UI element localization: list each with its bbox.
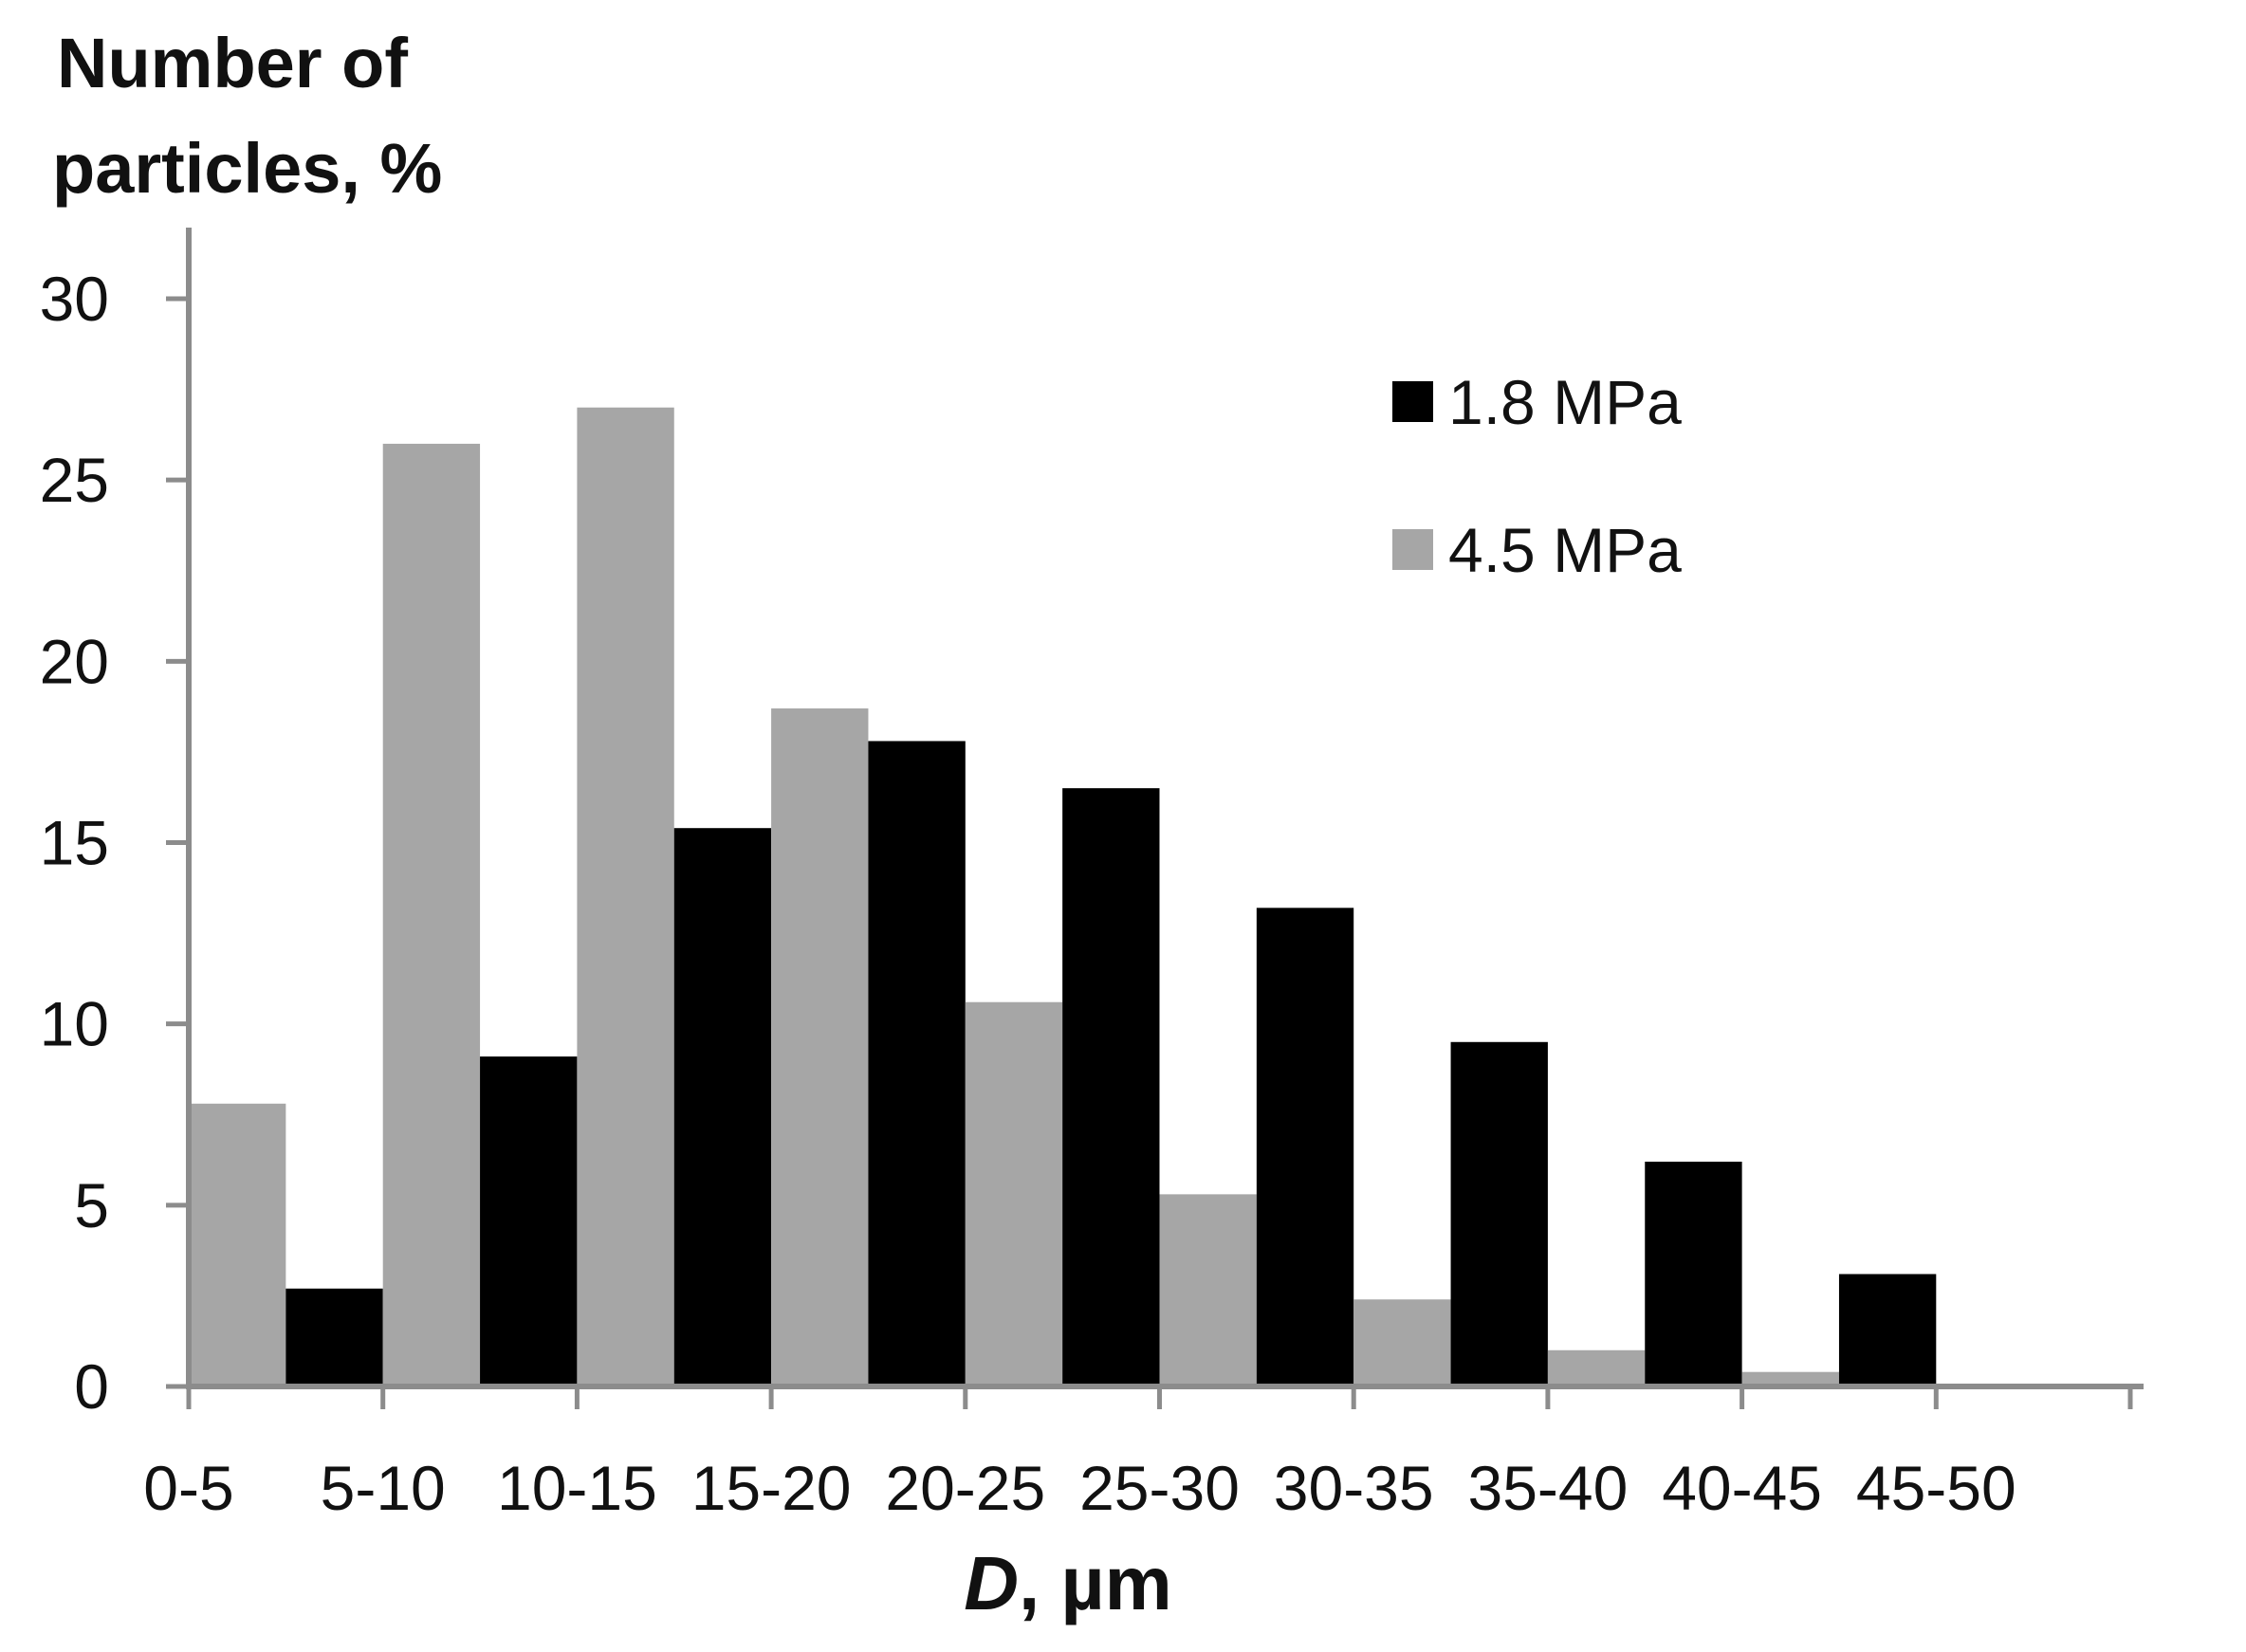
y-tick-label-15: 15 <box>40 808 109 878</box>
y-tick-labels: 0 5 10 15 20 25 30 <box>40 264 109 1422</box>
bar-4-5-mpa-35-40 <box>1547 1349 1646 1386</box>
bar-4-5-mpa-20-25 <box>965 1001 1063 1386</box>
y-axis-title-line-2: particles, % <box>52 129 442 208</box>
x-tick-label-5-10: 5-10 <box>321 1453 446 1523</box>
x-tick-label-30-35: 30-35 <box>1274 1453 1434 1523</box>
x-tick-label-0-5: 0-5 <box>143 1453 233 1523</box>
legend-label-1-8-mpa: 1.8 MPa <box>1448 367 1682 437</box>
bar-1-8-mpa-20-25 <box>1062 788 1160 1386</box>
x-axis-unit: , µm <box>1019 1541 1172 1625</box>
y-tick-label-20: 20 <box>40 626 109 696</box>
x-tick-label-45-50: 45-50 <box>1856 1453 2016 1523</box>
bar-1-8-mpa-5-10 <box>480 1056 578 1386</box>
x-tick-label-25-30: 25-30 <box>1079 1453 1240 1523</box>
bar-4-5-mpa-5-10 <box>382 443 481 1386</box>
bar-1-8-mpa-15-20 <box>868 741 966 1386</box>
bar-4-5-mpa-30-35 <box>1353 1299 1451 1386</box>
y-tick-label-25: 25 <box>40 445 109 515</box>
x-axis-variable: D <box>964 1541 1019 1625</box>
x-tick-label-35-40: 35-40 <box>1467 1453 1628 1523</box>
y-tick-label-30: 30 <box>40 264 109 334</box>
bar-1-8-mpa-0-5 <box>285 1288 383 1386</box>
y-tick-label-0: 0 <box>74 1351 109 1422</box>
x-tick-label-40-45: 40-45 <box>1662 1453 1822 1523</box>
bar-4-5-mpa-10-15 <box>577 407 674 1387</box>
y-tick-label-10: 10 <box>40 989 109 1059</box>
legend-label-4-5-mpa: 4.5 MPa <box>1448 515 1682 585</box>
x-tick-label-20-25: 20-25 <box>885 1453 1045 1523</box>
y-tick-label-5: 5 <box>74 1170 109 1240</box>
x-tick-label-15-20: 15-20 <box>691 1453 852 1523</box>
legend: 1.8 MPa 4.5 MPa <box>1392 367 1682 585</box>
bar-4-5-mpa-15-20 <box>771 708 869 1386</box>
bar-1-8-mpa-30-35 <box>1450 1041 1548 1386</box>
bar-4-5-mpa-0-5 <box>189 1103 286 1386</box>
legend-swatch-4-5-mpa <box>1392 529 1433 570</box>
bar-4-5-mpa-25-30 <box>1159 1194 1257 1386</box>
axes-group <box>166 228 2144 1409</box>
x-axis-title: D, µm <box>964 1541 1171 1625</box>
bar-4-5-mpa-40-45 <box>1741 1371 1839 1386</box>
bar-1-8-mpa-10-15 <box>673 828 772 1386</box>
y-axis-title-line-1: Number of <box>57 24 408 102</box>
x-tick-labels: 0-5 5-10 10-15 15-20 20-25 25-30 30-35 35-40 40-… <box>143 1453 2016 1523</box>
bar-1-8-mpa-40-45 <box>1838 1274 1937 1386</box>
bar-1-8-mpa-25-30 <box>1256 908 1354 1386</box>
bar-1-8-mpa-35-40 <box>1645 1161 1742 1386</box>
x-tick-label-10-15: 10-15 <box>497 1453 657 1523</box>
legend-swatch-1-8-mpa <box>1392 381 1433 422</box>
bars-group <box>189 407 1937 1387</box>
